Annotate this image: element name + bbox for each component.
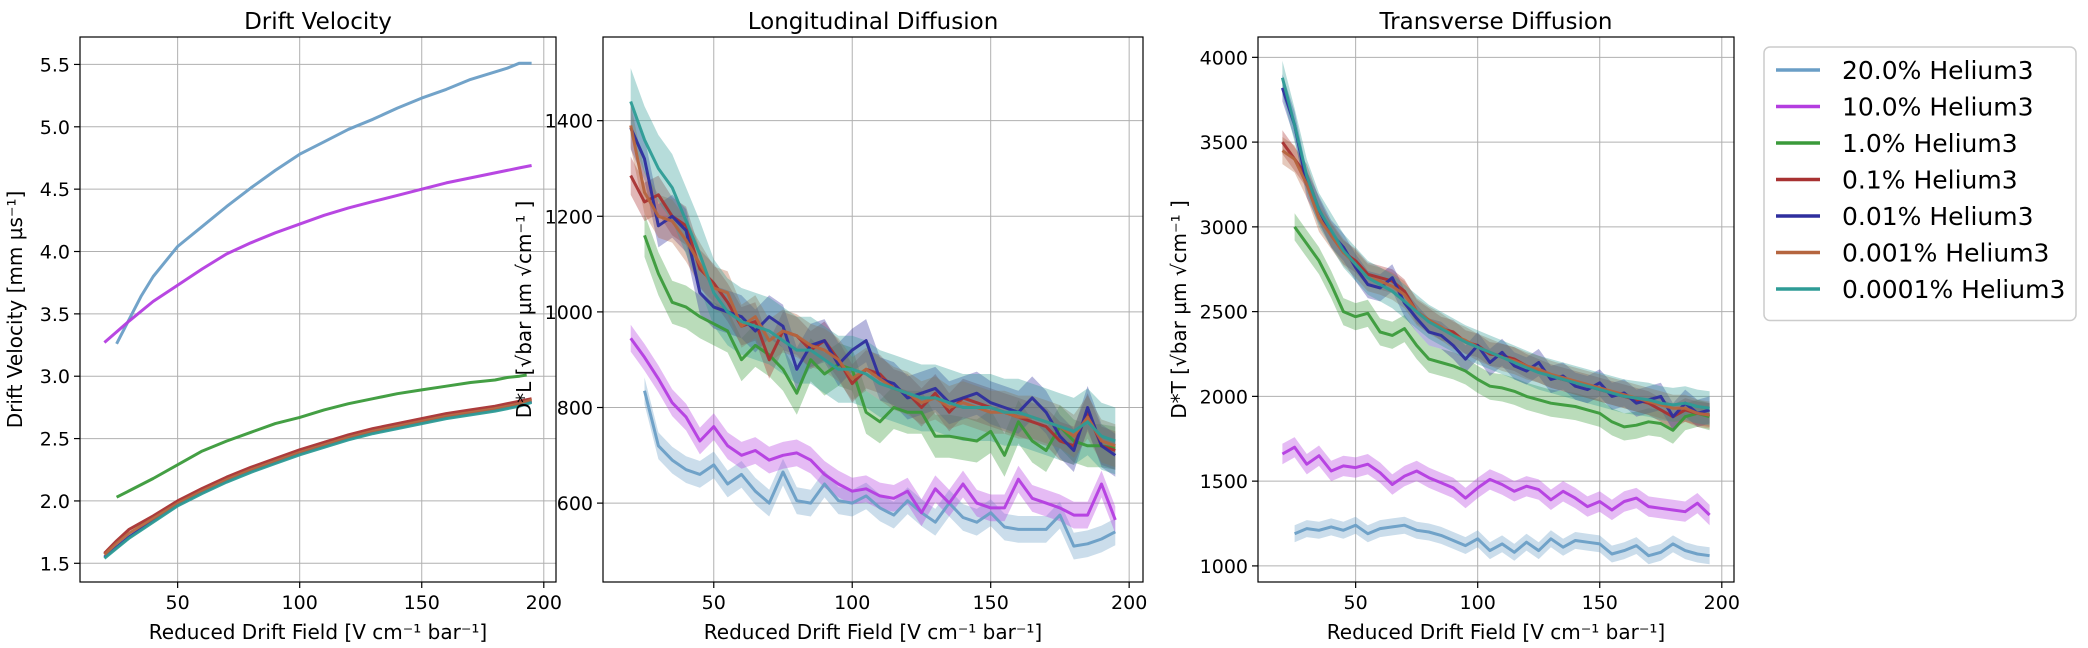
chart-title: Transverse Diffusion [1379, 9, 1613, 35]
y-tick-label: 2500 [1200, 302, 1248, 324]
y-tick-label: 2000 [1200, 386, 1248, 408]
y-tick-label: 1200 [545, 206, 593, 228]
x-tick-label: 50 [1344, 592, 1368, 614]
y-tick-label: 4000 [1200, 47, 1248, 69]
legend-entry-0-001-helium3: 0.001% Helium3 [1776, 239, 2049, 268]
legend: 20.0% Helium3 10.0% Helium3 1.0% Helium3 0.… [1763, 46, 2077, 322]
x-tick-label: 150 [1582, 592, 1618, 614]
legend-entry-0-01-helium3: 0.01% Helium3 [1776, 202, 2034, 231]
y-tick-label: 2.5 [40, 429, 70, 451]
line-10-0-helium3 [629, 337, 1117, 521]
x-tick-label: 200 [1704, 592, 1740, 614]
x-tick-label: 200 [1111, 592, 1147, 614]
line-1-0-helium3 [1293, 226, 1711, 432]
x-tick-label: 100 [1460, 592, 1496, 614]
legend-box [1763, 46, 2077, 322]
y-tick-label: 4.0 [40, 242, 70, 264]
legend-label: 0.0001% Helium3 [1842, 275, 2065, 304]
drift-velocity-plot: 50 100 150 200 1.5 2.0 2.5 3.0 3.5 4.0 4.5 5.0 5.5 Dr… [3, 9, 562, 644]
band-20-0-helium3 [644, 377, 1116, 560]
line-10-0-helium3 [103, 164, 532, 344]
band-20-0-helium3 [1294, 516, 1710, 565]
series-group [1280, 60, 1711, 565]
y-tick-label: 5.0 [40, 117, 70, 139]
legend-label: 0.1% Helium3 [1842, 166, 2018, 195]
line-10-0-helium3 [1281, 445, 1711, 517]
y-tick-label: 600 [557, 493, 593, 515]
line-0-0001-helium3 [103, 400, 533, 560]
x-axis-label: Reduced Drift Field [V cm⁻¹ bar⁻¹] [1327, 620, 1665, 644]
y-tick-label: 800 [557, 398, 593, 420]
legend-label: 20.0% Helium3 [1842, 56, 2034, 85]
line-20-0-helium3 [1294, 523, 1710, 558]
line-0-1-helium3 [103, 397, 532, 555]
y-tick-label: 3.0 [40, 366, 70, 388]
legend-entry-20-0-helium3: 20.0% Helium3 [1776, 56, 2034, 85]
line-0-0001-helium3 [629, 100, 1116, 443]
series-group [103, 61, 533, 560]
legend-label: 1.0% Helium3 [1842, 129, 2018, 158]
y-axis-label: Drift Velocity [mm µs⁻¹] [3, 191, 27, 429]
chart-title: Longitudinal Diffusion [748, 9, 999, 35]
series-group [629, 68, 1117, 560]
y-tick-label: 1000 [1200, 556, 1248, 578]
axes-frame [79, 36, 557, 583]
x-tick-label: 100 [282, 592, 318, 614]
line-1-0-helium3 [643, 234, 1116, 457]
x-tick-label: 150 [973, 592, 1009, 614]
x-tick-label: 50 [166, 592, 190, 614]
x-tick-label: 150 [404, 592, 440, 614]
x-tick-label: 100 [834, 592, 870, 614]
legend-entry-0-0001-helium3: 0.0001% Helium3 [1776, 275, 2065, 304]
y-axis-label: D*L [√bar µm √cm⁻¹ ] [512, 201, 536, 419]
line-1-0-helium3 [115, 373, 527, 499]
axes-frame [1257, 36, 1735, 583]
band-1-0-helium3 [644, 213, 1116, 477]
y-tick-label: 3000 [1200, 217, 1248, 239]
y-tick-label: 4.5 [40, 179, 70, 201]
x-tick-label: 50 [702, 592, 726, 614]
chart-title: Drift Velocity [244, 9, 392, 35]
line-0-1-helium3 [629, 174, 1116, 452]
line-0-01-helium3 [629, 127, 1117, 457]
legend-entry-0-1-helium3: 0.1% Helium3 [1776, 166, 2018, 195]
band-0-0001-helium3 [1282, 60, 1710, 426]
y-tick-label: 1000 [545, 302, 593, 324]
x-axis-label: Reduced Drift Field [V cm⁻¹ bar⁻¹] [149, 620, 487, 644]
transverse-diffusion-plot: 50 100 150 200 1000 1500 2000 2500 3000 3500 4000 T… [1167, 9, 1740, 644]
x-axis-label: Reduced Drift Field [V cm⁻¹ bar⁻¹] [704, 620, 1042, 644]
y-tick-label: 2.0 [40, 491, 70, 513]
longitudinal-diffusion-plot: 50 100 150 200 600 800 1000 1200 1400 Longitudina… [512, 9, 1147, 644]
legend-entry-1-0-helium3: 1.0% Helium3 [1776, 129, 2018, 158]
y-tick-label: 3500 [1200, 132, 1248, 154]
legend-entry-10-0-helium3: 10.0% Helium3 [1776, 93, 2034, 122]
line-0-001-helium3 [103, 398, 533, 556]
line-0-0001-helium3 [1280, 77, 1710, 410]
y-tick-label: 5.5 [40, 54, 70, 76]
y-tick-label: 3.5 [40, 304, 70, 326]
band-0-01-helium3 [630, 106, 1116, 477]
y-axis-label: D*T [√bar µm √cm⁻¹ ] [1167, 200, 1191, 419]
y-tick-label: 1400 [545, 111, 593, 133]
y-tick-label: 1500 [1200, 471, 1248, 493]
legend-label: 0.001% Helium3 [1842, 239, 2049, 268]
line-20-0-helium3 [643, 390, 1116, 548]
line-20-0-helium3 [115, 61, 532, 345]
legend-label: 0.01% Helium3 [1842, 202, 2034, 231]
y-tick-label: 1.5 [40, 553, 70, 575]
band-0-1-helium3 [630, 156, 1116, 470]
x-tick-label: 200 [526, 592, 562, 614]
line-0-01-helium3 [103, 399, 533, 559]
legend-label: 10.0% Helium3 [1842, 93, 2034, 122]
axes-frame [602, 36, 1144, 583]
